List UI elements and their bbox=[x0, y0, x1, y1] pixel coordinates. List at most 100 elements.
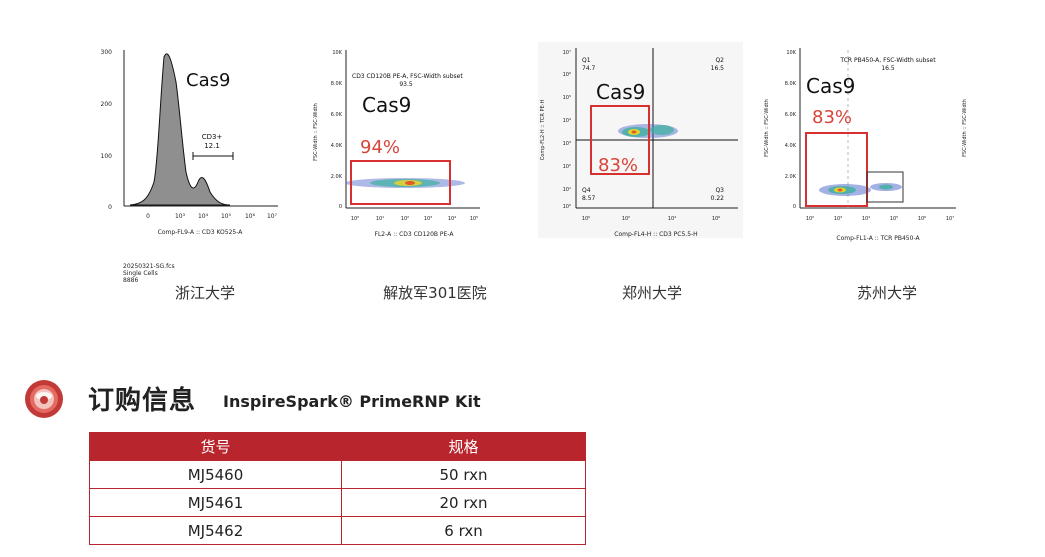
facs-panel-zhejiang: 300 200 100 0 CD3+ 12.1 Cas9 0 10³ 10⁴ 1… bbox=[100, 42, 290, 242]
quadrant-name: Q4 bbox=[582, 187, 591, 194]
x-axis-label: FL2-A :: CD3 CD120B PE-A bbox=[375, 231, 455, 238]
quadrant-name: Q3 bbox=[715, 187, 724, 194]
gate-box bbox=[590, 105, 650, 175]
caption-suzhou: 苏州大学 bbox=[856, 284, 917, 302]
y-axis-label: FSC-Width :: FSC-Width bbox=[313, 103, 319, 161]
x-tick: 10⁰ bbox=[582, 216, 590, 222]
cas9-label: Cas9 bbox=[362, 93, 411, 117]
y-tick: 6.0K bbox=[331, 112, 343, 118]
x-tick: 10⁵ bbox=[221, 213, 232, 220]
quadrant-value: 8.57 bbox=[582, 195, 596, 202]
x-tick: 10⁷ bbox=[946, 216, 954, 222]
y-tick: 10¹ bbox=[563, 187, 571, 193]
y-tick: 10⁵ bbox=[563, 95, 571, 101]
y-tick: 0 bbox=[339, 204, 342, 210]
catalog-number: MJ5460 bbox=[89, 460, 342, 489]
x-tick: 10⁴ bbox=[198, 213, 209, 220]
x-tick: 10³ bbox=[424, 216, 432, 222]
spec-value: 50 rxn bbox=[341, 460, 586, 489]
y-tick: 10K bbox=[332, 50, 342, 56]
x-tick: 10² bbox=[622, 216, 630, 222]
x-tick: 10² bbox=[401, 216, 409, 222]
facs-panel-suzhou: 10K 8.0K 6.0K 4.0K 2.0K 0 FSC-Width :: F… bbox=[760, 42, 975, 242]
x-axis-label: Comp-FL1-A :: TCR PB450-A bbox=[836, 235, 920, 242]
x-tick: 0 bbox=[146, 213, 150, 220]
caption-zhejiang: 浙江大学 bbox=[174, 284, 235, 302]
y-tick: 10³ bbox=[563, 141, 571, 147]
column-header: 货号 bbox=[89, 432, 342, 461]
quadrant-value: 16.5 bbox=[711, 65, 725, 72]
percent-label: 83% bbox=[812, 107, 852, 128]
x-tick: 10⁶ bbox=[918, 216, 926, 222]
quadrant-value: 0.22 bbox=[711, 195, 725, 202]
percent-label: 94% bbox=[360, 137, 400, 158]
x-axis-label: Comp-FL4-H :: CD3 PC5.5-H bbox=[614, 231, 697, 238]
x-tick: 10⁴ bbox=[862, 216, 870, 222]
y-tick: 4.0K bbox=[785, 143, 797, 149]
ordering-table: 货号 规格 MJ5460 50 rxn MJ5461 20 rxn MJ5462… bbox=[89, 432, 586, 545]
y-tick: 8.0K bbox=[331, 81, 343, 87]
catalog-number: MJ5461 bbox=[89, 488, 342, 517]
dotplot: 10K 8.0K 6.0K 4.0K 2.0K 0 FSC-Width :: F… bbox=[764, 48, 968, 242]
caption-301: 解放军301医院 bbox=[383, 284, 487, 302]
column-header: 规格 bbox=[341, 432, 586, 461]
y-tick: 100 bbox=[101, 153, 113, 160]
y-tick: 0 bbox=[108, 204, 112, 211]
gate-name: CD3+ bbox=[202, 133, 223, 141]
table-row: MJ5460 50 rxn bbox=[89, 460, 586, 489]
y-tick: 4.0K bbox=[331, 143, 343, 149]
facs-panel-zhengzhou: 10⁷ 10⁶ 10⁵ 10⁴ 10³ 10² 10¹ 10⁰ Comp-FL2… bbox=[538, 42, 743, 242]
y-axis-label: Comp-FL2-H :: TCR PE-H bbox=[540, 100, 546, 161]
y-tick: 10⁷ bbox=[563, 50, 571, 56]
subset-title: CD3 CD120B PE-A, FSC-Width subset bbox=[352, 73, 463, 80]
table-header-row: 货号 规格 bbox=[89, 432, 586, 461]
x-tick: 10² bbox=[806, 216, 814, 222]
y-tick: 6.0K bbox=[785, 112, 797, 118]
histogram-plot: 300 200 100 0 CD3+ 12.1 Cas9 0 10³ 10⁴ 1… bbox=[101, 49, 278, 236]
x-axis-label: Comp-FL9-A :: CD3 KO525-A bbox=[158, 229, 244, 236]
gate-box bbox=[350, 160, 451, 205]
cas9-label: Cas9 bbox=[186, 70, 230, 91]
x-tick: 10¹ bbox=[376, 216, 384, 222]
facs-panel-301: 10K 8.0K 6.0K 4.0K 2.0K 0 FSC-Width :: F… bbox=[310, 42, 490, 242]
gate-box bbox=[805, 132, 868, 207]
subset-title: TCR PB450-A, FSC-Width subset bbox=[839, 57, 936, 64]
dotplot: 10K 8.0K 6.0K 4.0K 2.0K 0 FSC-Width :: F… bbox=[313, 50, 480, 238]
x-tick: 10³ bbox=[175, 213, 186, 220]
y-axis-label-right: FSC-Width :: FSC-Width bbox=[962, 99, 968, 157]
x-tick: 10⁷ bbox=[267, 213, 278, 220]
y-tick: 10⁴ bbox=[563, 118, 571, 124]
x-tick: 10⁵ bbox=[890, 216, 898, 222]
y-tick: 0 bbox=[793, 204, 796, 210]
x-tick: 10⁶ bbox=[245, 213, 256, 220]
y-axis-label: FSC-Width :: FSC-Width bbox=[764, 99, 770, 157]
quadrant-plot: 10⁷ 10⁶ 10⁵ 10⁴ 10³ 10² 10¹ 10⁰ Comp-FL2… bbox=[538, 42, 743, 238]
y-tick: 2.0K bbox=[785, 174, 797, 180]
x-tick: 10³ bbox=[834, 216, 842, 222]
y-tick: 300 bbox=[101, 49, 113, 56]
spec-value: 6 rxn bbox=[341, 516, 586, 545]
subset-value: 16.5 bbox=[881, 65, 895, 72]
quadrant-name: Q2 bbox=[715, 57, 724, 64]
y-tick: 8.0K bbox=[785, 81, 797, 87]
y-tick: 2.0K bbox=[331, 174, 343, 180]
y-tick: 200 bbox=[101, 101, 113, 108]
y-tick: 10⁶ bbox=[563, 72, 571, 78]
quadrant-value: 74.7 bbox=[582, 65, 596, 72]
table-row: MJ5461 20 rxn bbox=[89, 488, 586, 517]
y-tick: 10⁰ bbox=[563, 204, 571, 210]
subset-value: 93.5 bbox=[399, 81, 413, 88]
file-meta: 20250321-SG.fcs Single Cells 8886 bbox=[123, 263, 175, 284]
percent-label: 83% bbox=[598, 155, 638, 176]
x-tick: 10⁴ bbox=[668, 216, 676, 222]
cas9-label: Cas9 bbox=[806, 74, 855, 98]
quadrant-name: Q1 bbox=[582, 57, 591, 64]
logo-icon bbox=[24, 379, 64, 419]
x-tick: 10⁴ bbox=[448, 216, 456, 222]
y-tick: 10K bbox=[786, 50, 796, 56]
x-tick: 10⁶ bbox=[712, 216, 720, 222]
gate-value: 12.1 bbox=[204, 142, 220, 150]
cas9-label: Cas9 bbox=[596, 80, 645, 104]
ordering-title: 订购信息 bbox=[88, 386, 197, 416]
x-tick: 10⁵ bbox=[470, 216, 478, 222]
